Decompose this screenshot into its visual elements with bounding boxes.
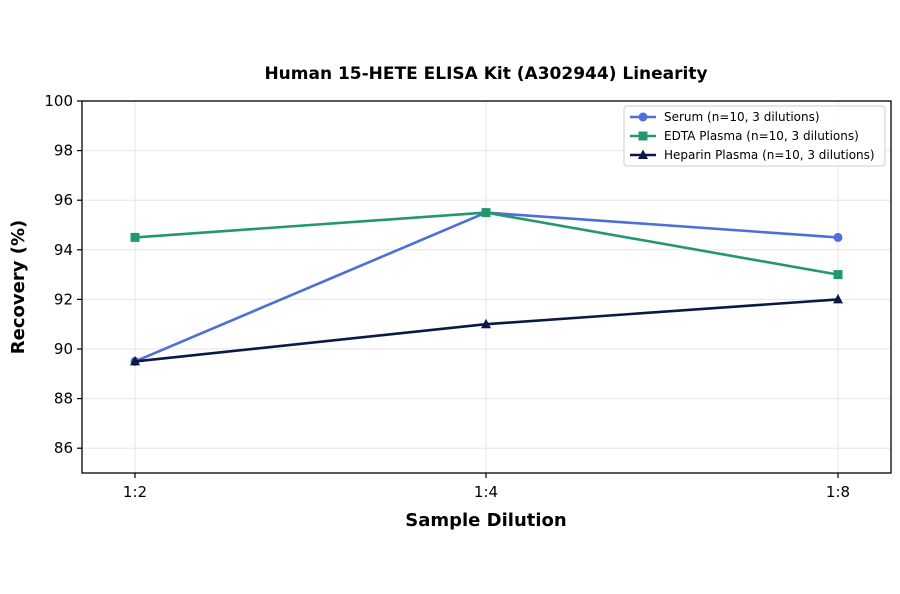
chart-title: Human 15-HETE ELISA Kit (A302944) Linear… bbox=[264, 64, 707, 84]
y-tick-label: 98 bbox=[54, 142, 73, 160]
data-point bbox=[481, 208, 491, 218]
legend-marker bbox=[638, 131, 648, 141]
legend-label: Heparin Plasma (n=10, 3 dilutions) bbox=[664, 148, 875, 162]
data-point bbox=[833, 293, 843, 304]
series-2 bbox=[130, 208, 843, 280]
x-axis-label: Sample Dilution bbox=[405, 510, 566, 531]
legend-marker bbox=[638, 112, 648, 122]
series-layer bbox=[130, 208, 843, 366]
y-tick-label: 94 bbox=[54, 241, 73, 259]
data-point bbox=[130, 355, 140, 366]
x-tick-label: 1:8 bbox=[826, 483, 850, 501]
data-point bbox=[481, 318, 491, 329]
y-tick-label: 100 bbox=[44, 92, 73, 110]
y-tick-label: 90 bbox=[54, 340, 73, 358]
y-tick-label: 96 bbox=[54, 191, 73, 209]
data-point bbox=[833, 232, 843, 242]
y-axis-label: Recovery (%) bbox=[8, 220, 29, 354]
legend-box bbox=[623, 105, 886, 167]
x-tick-label: 1:4 bbox=[474, 483, 498, 501]
ticks: 86 88 90 92 94 96 98 100 1:2 1:4 1:8 bbox=[44, 92, 850, 501]
series-3 bbox=[130, 293, 843, 366]
legend-label: Serum (n=10, 3 dilutions) bbox=[664, 110, 820, 124]
data-point bbox=[833, 270, 843, 280]
legend-label: EDTA Plasma (n=10, 3 dilutions) bbox=[664, 129, 859, 143]
y-tick-label: 88 bbox=[54, 390, 73, 408]
x-tick-label: 1:2 bbox=[123, 483, 147, 501]
legend-marker bbox=[638, 149, 648, 159]
legend: Serum (n=10, 3 dilutions) EDTA Plasma (n=… bbox=[623, 105, 886, 167]
data-point bbox=[130, 232, 140, 242]
y-tick-label: 92 bbox=[54, 290, 73, 308]
y-tick-label: 86 bbox=[54, 439, 73, 457]
